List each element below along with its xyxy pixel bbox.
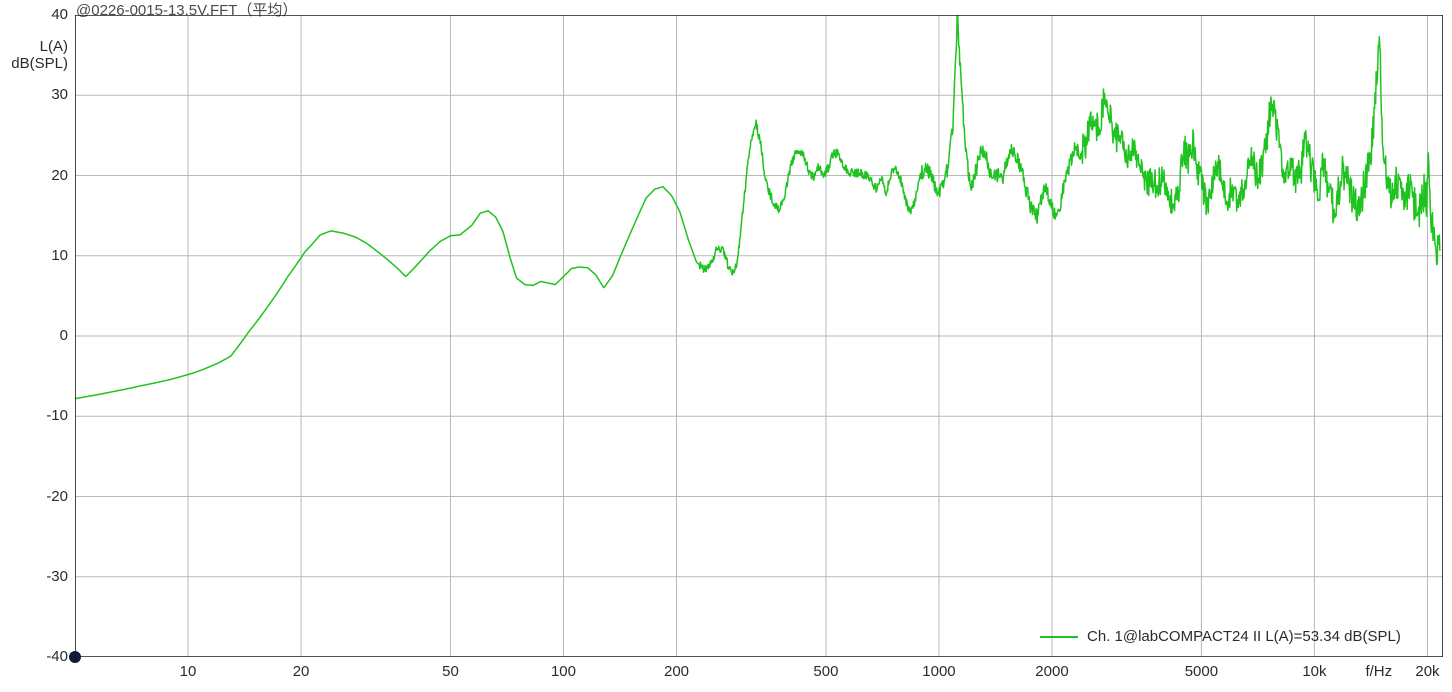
x-axis-tick-label: 100 (550, 663, 576, 680)
x-axis-tick-label: 5000 (1184, 663, 1219, 680)
grid-lines (75, 15, 1443, 657)
x-axis-name-label: f/Hz (1365, 663, 1393, 680)
series-path (75, 15, 1441, 400)
x-axis-tick-label: 2000 (1035, 663, 1069, 680)
legend[interactable]: Ch. 1@labCOMPACT24 II L(A)=53.34 dB(SPL) (1040, 628, 1401, 645)
x-axis-tick-label: 10k (1302, 663, 1327, 680)
y-axis-tick-label: -20 (46, 487, 68, 505)
y-axis-unit-line-2: dB(SPL) (11, 55, 68, 72)
y-axis-tick-label: -40 (46, 648, 68, 665)
x-axis-tick-label: 50 (442, 663, 459, 680)
x-axis-tick-label: 20 (292, 663, 310, 680)
x-axis-tick-label: 10 (179, 663, 197, 680)
x-axis-tick-label: 20k (1415, 663, 1440, 680)
y-axis-tick-label: 40 (51, 6, 68, 23)
y-axis-tick-label: 20 (51, 166, 68, 184)
y-axis-tick-label: 30 (51, 86, 68, 104)
series-lines (75, 15, 1441, 400)
y-axis-tick-label: -30 (46, 567, 68, 585)
x-axis-tick-label: 1000 (922, 663, 956, 680)
legend-entry-label: Ch. 1@labCOMPACT24 II L(A)=53.34 dB(SPL) (1087, 628, 1401, 645)
y-axis-tick-label: -10 (46, 407, 68, 425)
y-axis-tick-label: 10 (51, 246, 68, 264)
x-axis-tick-label: 500 (813, 663, 839, 680)
y-axis-unit-label: L(A) dB(SPL) (2, 38, 68, 72)
plot-area (75, 15, 1443, 657)
y-axis-unit-line-1: L(A) (39, 38, 68, 55)
y-axis-tick-label: 0 (59, 327, 68, 344)
origin-marker-dot (69, 651, 81, 663)
legend-color-swatch (1040, 635, 1078, 638)
x-axis-tick-label: 200 (664, 663, 690, 680)
spectrum-plot-svg (75, 15, 1443, 657)
